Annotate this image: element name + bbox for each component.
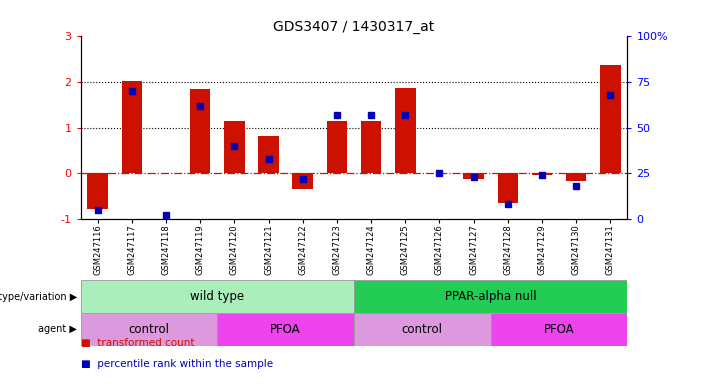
Bar (498, 173, 518, 203)
Text: control: control (128, 323, 170, 336)
Text: control: control (402, 323, 443, 336)
Bar (292, 173, 313, 189)
Bar (217, 313, 354, 346)
Text: PFOA: PFOA (544, 323, 574, 336)
Bar (395, 88, 416, 173)
Text: agent ▶: agent ▶ (39, 324, 77, 334)
Bar (88, 173, 108, 209)
Title: GDS3407 / 1430317_at: GDS3407 / 1430317_at (273, 20, 435, 34)
Bar (600, 65, 620, 173)
Text: ■  transformed count: ■ transformed count (81, 338, 194, 348)
Bar (361, 121, 381, 173)
Text: genotype/variation ▶: genotype/variation ▶ (0, 291, 77, 302)
Text: PPAR-alpha null: PPAR-alpha null (445, 290, 536, 303)
Bar (531, 173, 552, 175)
Bar (566, 173, 586, 181)
Bar (224, 121, 245, 173)
Bar (463, 173, 484, 179)
Bar (354, 280, 627, 313)
Text: ■  percentile rank within the sample: ■ percentile rank within the sample (81, 359, 273, 369)
Bar (81, 280, 354, 313)
Text: PFOA: PFOA (271, 323, 301, 336)
Text: wild type: wild type (190, 290, 245, 303)
Bar (491, 313, 627, 346)
Bar (190, 89, 210, 173)
Bar (354, 313, 491, 346)
Bar (327, 121, 347, 173)
Bar (122, 81, 142, 173)
Bar (258, 136, 279, 173)
Bar (81, 313, 217, 346)
